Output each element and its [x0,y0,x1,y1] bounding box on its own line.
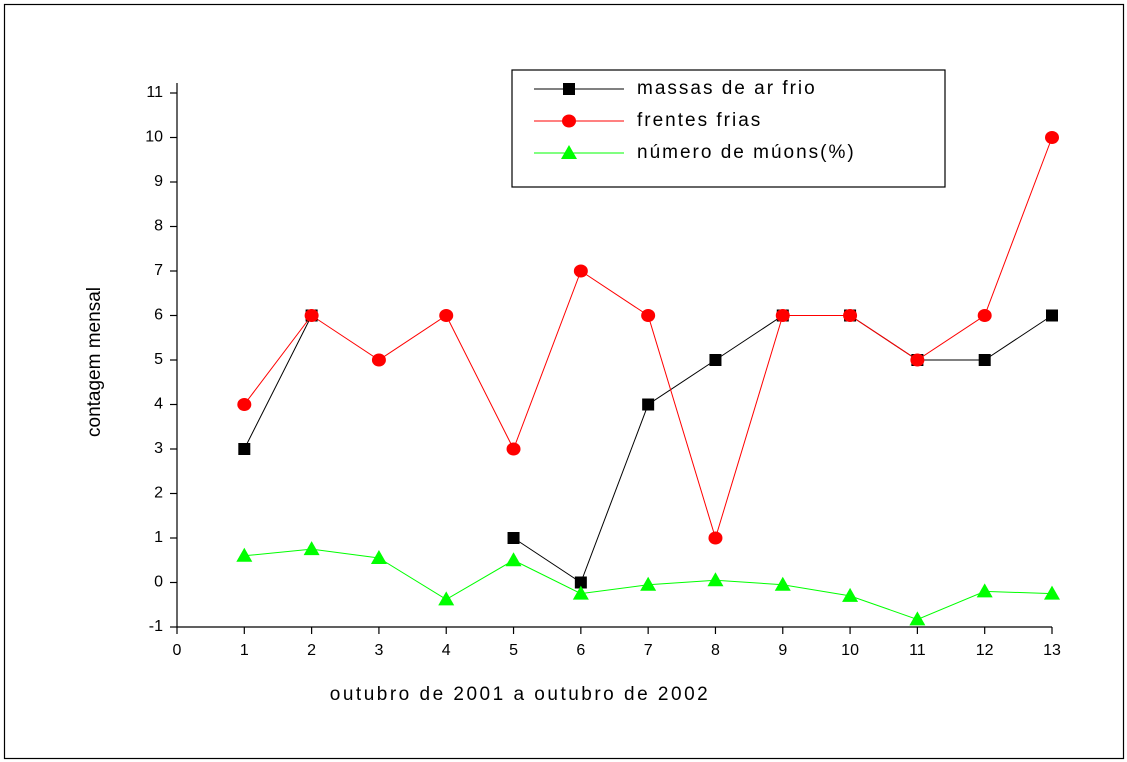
x-tick-label: 11 [909,642,926,659]
data-point [303,541,320,556]
data-point [506,442,521,456]
data-point [640,576,657,591]
data-point [978,354,991,366]
x-tick-label: 1 [240,642,249,659]
y-tick-label: 3 [154,440,163,457]
y-tick-label: 9 [154,173,163,190]
legend-label: número de múons(%) [637,142,856,163]
x-tick-label: 8 [711,642,720,659]
data-point [910,353,925,367]
data-point [238,443,251,455]
data-point [641,309,656,322]
y-tick-label: 2 [154,485,163,502]
y-axis-label: contagem mensal [84,287,105,437]
y-tick-label: 1 [154,529,163,546]
data-point [709,354,722,366]
y-tick-label: 8 [154,218,163,235]
data-point [507,532,520,544]
x-tick-label: 10 [841,642,859,659]
data-point [371,353,386,367]
x-tick-label: 9 [778,642,787,659]
y-tick-label: 4 [154,396,163,413]
data-point [304,309,319,322]
data-point [237,398,252,411]
data-point [708,531,723,545]
y-tick-label: 7 [154,262,163,279]
data-point [977,309,992,322]
data-point [976,583,993,598]
legend-marker [561,145,577,159]
data-point [707,572,724,587]
data-point [572,585,589,600]
legend-label: massas de ar frio [637,78,817,99]
x-tick-label: 7 [644,642,653,659]
y-tick-label: 10 [145,129,163,146]
x-tick-label: 6 [576,642,585,659]
y-tick-label: 11 [146,84,163,101]
x-tick-label: 12 [976,642,994,659]
x-tick-label: 5 [509,642,518,659]
data-point [843,309,858,322]
y-tick-label: 0 [154,574,163,591]
x-axis-label: outubro de 2001 a outubro de 2002 [330,684,710,705]
data-point [909,611,926,626]
data-point [1045,131,1059,144]
data-point [370,550,387,565]
y-tick-label: -1 [149,618,163,635]
legend-marker [563,83,575,95]
x-tick-label: 4 [442,642,451,659]
x-tick-label: 2 [307,642,316,659]
data-point [642,398,655,411]
data-point [1044,585,1060,600]
legend-label: frentes frias [637,110,762,131]
data-point [842,587,859,602]
data-point [775,309,790,322]
y-tick-label: 5 [154,351,163,368]
y-tick-label: 6 [154,307,163,324]
x-tick-label: 3 [374,642,383,659]
data-point [774,576,791,591]
legend-marker [562,114,576,128]
data-point [1046,309,1058,322]
data-point [573,264,588,278]
data-point [505,552,522,567]
data-point [439,309,454,322]
data-point [236,547,253,562]
data-point [574,576,587,589]
x-tick-label: 0 [173,642,182,659]
x-tick-label: 13 [1043,642,1061,659]
data-point [438,591,455,606]
